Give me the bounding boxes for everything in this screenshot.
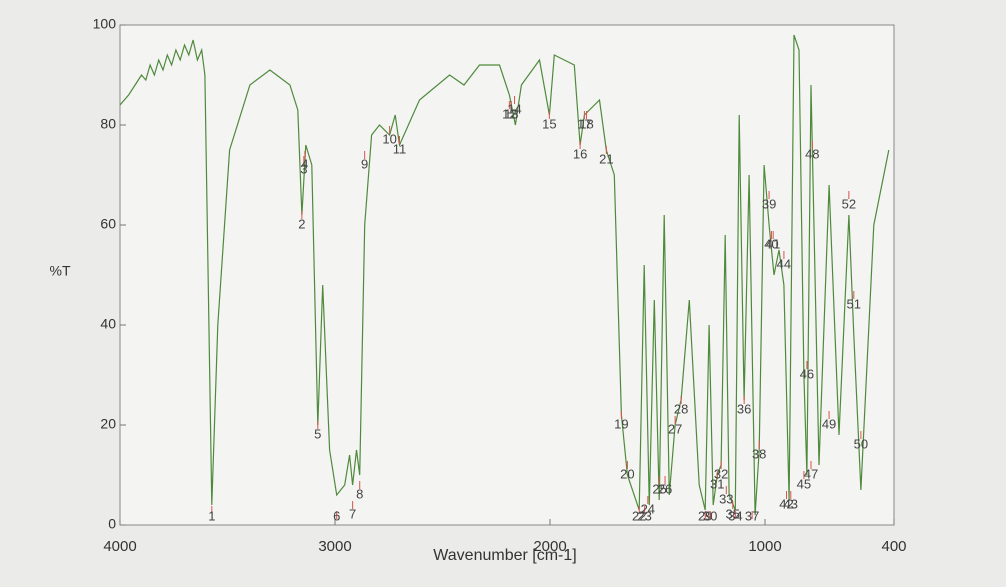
y-tick-label: 60 [100, 216, 116, 232]
peak-label: 48 [805, 146, 819, 161]
peak-label: 47 [804, 466, 818, 481]
peak-label: 19 [614, 416, 628, 431]
peak-label: 20 [620, 466, 634, 481]
peak-label: 9 [361, 156, 368, 171]
spectrum-line [119, 34, 890, 516]
peak-label: 32 [714, 466, 728, 481]
peak-label: 14 [507, 101, 521, 116]
peak-label: 10 [382, 131, 396, 146]
peak-label: 23 [637, 508, 651, 523]
y-tick-label: 80 [100, 116, 116, 132]
peak-label: 42 [779, 496, 793, 511]
peak-label: 45 [797, 476, 811, 491]
peak-label: 29 [698, 508, 712, 523]
peak-label: 7 [349, 506, 356, 521]
peak-label: 31 [710, 476, 724, 491]
peak-label: 43 [784, 496, 798, 511]
peak-label: 17 [577, 116, 591, 131]
y-tick-label: 20 [100, 416, 116, 432]
peak-label: 13 [504, 106, 518, 121]
y-axis-label: %T [50, 263, 71, 279]
x-axis-label: Wavenumber [cm-1] [433, 547, 576, 564]
peak-label: 2 [298, 216, 305, 231]
peak-label: 15 [542, 116, 556, 131]
peak-label: 41 [766, 236, 780, 251]
peak-label: 24 [641, 501, 655, 516]
peak-label: 8 [356, 486, 363, 501]
x-tick-label: 4000 [103, 538, 136, 555]
peak-label: 46 [800, 366, 814, 381]
y-tick-label: 0 [108, 516, 116, 532]
peak-label: 34 [728, 508, 742, 523]
plot-frame [119, 24, 895, 526]
y-tick-label: 40 [100, 316, 116, 332]
peak-label: 51 [847, 296, 861, 311]
peak-label: 37 [745, 508, 759, 523]
x-tick-label: 3000 [318, 538, 351, 555]
peak-label: 11 [393, 141, 407, 156]
peak-label: 5 [314, 426, 321, 441]
peak-label: 22 [632, 508, 646, 523]
peak-label: 49 [822, 416, 836, 431]
peak-label: 6 [333, 508, 340, 523]
x-tick-label: 1000 [748, 538, 781, 555]
peak-label: 40 [764, 236, 778, 251]
peak-label: 38 [752, 446, 766, 461]
peak-label: 36 [737, 401, 751, 416]
peak-label: 28 [674, 401, 688, 416]
peak-label: 3 [300, 161, 307, 176]
peak-label: 39 [762, 196, 776, 211]
peak-label: 50 [854, 436, 868, 451]
x-tick-label: 400 [881, 538, 906, 555]
y-tick-label: 100 [93, 16, 117, 32]
peak-label: 30 [703, 508, 717, 523]
peak-label: 18 [579, 116, 593, 131]
peak-label: 21 [599, 151, 613, 166]
peak-label: 12 [502, 106, 516, 121]
peak-label: 35 [726, 506, 740, 521]
peak-label: 16 [573, 146, 587, 161]
peak-label: 25 [652, 481, 666, 496]
peak-label: 52 [842, 196, 856, 211]
peak-label: 26 [658, 481, 672, 496]
peak-label: 44 [777, 256, 791, 271]
peak-label: 33 [719, 491, 733, 506]
peak-label: 27 [668, 421, 682, 436]
peak-label: 4 [301, 156, 308, 171]
peak-label: 1 [208, 508, 215, 523]
x-tick-label: 2000 [533, 538, 566, 555]
